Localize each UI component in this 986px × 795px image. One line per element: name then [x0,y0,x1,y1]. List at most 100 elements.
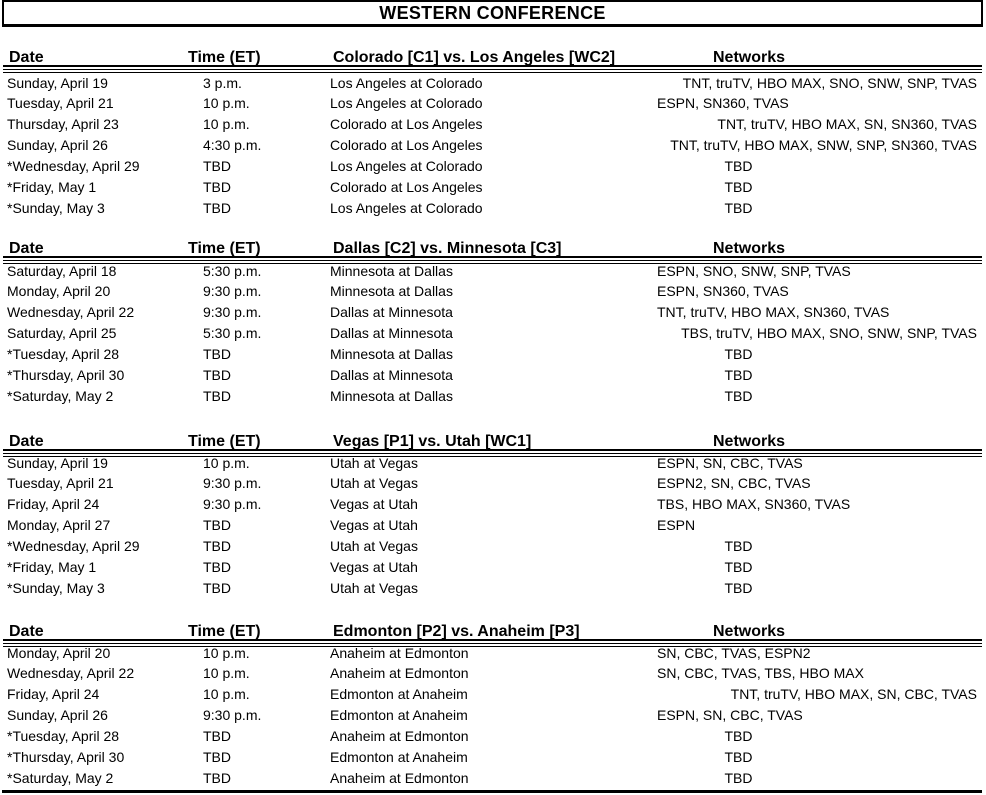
header-networks: Networks [712,623,786,640]
table-header-row: Date Time (ET) Dallas [C2] vs. Minnesota… [3,241,982,258]
game-time: 10 p.m. [203,95,250,112]
game-networks: TBD [724,387,753,404]
game-matchup: Utah at Vegas [330,454,418,471]
header-matchup: Dallas [C2] vs. Minnesota [C3] [333,240,562,257]
game-time: 9:30 p.m. [203,496,262,513]
game-networks: TBD [724,199,753,216]
game-date: Sunday, April 26 [7,137,108,154]
game-row: Friday, April 24 9:30 p.m. Vegas at Utah… [0,494,986,515]
table-rows: Monday, April 20 10 p.m. Anaheim at Edmo… [0,643,986,789]
game-row: Sunday, April 19 10 p.m. Utah at Vegas E… [0,453,986,474]
header-time: Time (ET) [188,240,261,257]
game-matchup: Los Angeles at Colorado [330,95,483,112]
game-time: TBD [203,748,231,765]
game-row: *Friday, May 1 TBD Vegas at Utah TBD [0,557,986,578]
header-networks: Networks [712,49,786,66]
game-date: Tuesday, April 21 [7,95,114,112]
game-date: Friday, April 24 [7,496,100,513]
game-row: *Sunday, May 3 TBD Los Angeles at Colora… [0,198,986,219]
game-networks: ESPN, SNO, SNW, SNP, TVAS [657,262,851,279]
game-time: TBD [203,387,231,404]
game-row: *Wednesday, April 29 TBD Utah at Vegas T… [0,536,986,557]
game-date: *Saturday, May 2 [7,769,114,786]
game-time: 10 p.m. [203,116,250,133]
game-time: 9:30 p.m. [203,283,262,300]
game-time: TBD [203,558,231,575]
game-networks: TNT, truTV, HBO MAX, SNO, SNW, SNP, TVAS [682,74,977,91]
header-date: Date [9,240,44,257]
game-time: 10 p.m. [203,454,250,471]
game-date: Saturday, April 18 [7,262,117,279]
table-rows: Sunday, April 19 10 p.m. Utah at Vegas E… [0,453,986,599]
game-date: Sunday, April 26 [7,707,108,724]
game-matchup: Vegas at Utah [330,558,418,575]
game-date: *Friday, May 1 [7,178,97,195]
game-networks: TBD [724,537,753,554]
header-time: Time (ET) [188,623,261,640]
game-row: *Sunday, May 3 TBD Utah at Vegas TBD [0,578,986,599]
game-matchup: Minnesota at Dallas [330,345,453,362]
game-networks: TNT, truTV, HBO MAX, SN, CBC, TVAS [730,686,977,703]
game-networks: SN, CBC, TVAS, ESPN2 [657,644,811,661]
header-double-rule [3,453,982,457]
game-date: Wednesday, April 22 [7,665,135,682]
game-networks: TBS, truTV, HBO MAX, SNO, SNW, SNP, TVAS [681,325,977,342]
game-time: 10 p.m. [203,686,250,703]
game-matchup: Dallas at Minnesota [330,304,453,321]
game-date: Monday, April 27 [7,517,111,534]
game-row: *Wednesday, April 29 TBD Los Angeles at … [0,156,986,177]
series-table: Date Time (ET) Vegas [P1] vs. Utah [WC1]… [0,434,986,596]
header-date: Date [9,623,44,640]
game-row: *Thursday, April 30 TBD Dallas at Minnes… [0,365,986,386]
game-networks: TBD [724,345,753,362]
game-time: TBD [203,366,231,383]
game-date: *Sunday, May 3 [7,199,105,216]
game-date: Monday, April 20 [7,283,111,300]
game-date: *Wednesday, April 29 [7,157,140,174]
game-row: Monday, April 20 10 p.m. Anaheim at Edmo… [0,643,986,664]
table-header-row: Date Time (ET) Vegas [P1] vs. Utah [WC1]… [3,434,982,451]
conference-title: WESTERN CONFERENCE [379,3,606,23]
game-time: 9:30 p.m. [203,475,262,492]
table-rows: Saturday, April 18 5:30 p.m. Minnesota a… [0,261,986,407]
series-table: Date Time (ET) Dallas [C2] vs. Minnesota… [0,241,986,404]
game-time: TBD [203,199,231,216]
game-time: TBD [203,769,231,786]
game-matchup: Vegas at Utah [330,496,418,513]
header-matchup: Vegas [P1] vs. Utah [WC1] [333,433,532,450]
game-time: TBD [203,579,231,596]
game-date: Tuesday, April 21 [7,475,114,492]
game-time: TBD [203,537,231,554]
game-networks: SN, CBC, TVAS, TBS, HBO MAX [657,665,864,682]
game-networks: ESPN, SN360, TVAS [657,95,789,112]
game-networks: ESPN, SN, CBC, TVAS [657,454,803,471]
game-networks: TBD [724,558,753,575]
conference-title-box: WESTERN CONFERENCE [2,0,983,27]
game-time: TBD [203,727,231,744]
game-date: *Friday, May 1 [7,558,97,575]
game-networks: TBS, HBO MAX, SN360, TVAS [657,496,851,513]
game-date: *Thursday, April 30 [7,748,125,765]
game-matchup: Vegas at Utah [330,517,418,534]
header-matchup: Colorado [C1] vs. Los Angeles [WC2] [333,49,616,66]
game-row: Wednesday, April 22 9:30 p.m. Dallas at … [0,302,986,323]
game-matchup: Dallas at Minnesota [330,366,453,383]
game-networks: TNT, truTV, HBO MAX, SN360, TVAS [657,304,890,321]
game-matchup: Edmonton at Anaheim [330,707,468,724]
game-matchup: Minnesota at Dallas [330,262,453,279]
game-networks: TBD [724,769,753,786]
game-matchup: Utah at Vegas [330,537,418,554]
game-date: *Tuesday, April 28 [7,727,120,744]
game-row: *Tuesday, April 28 TBD Minnesota at Dall… [0,344,986,365]
game-row: Monday, April 20 9:30 p.m. Minnesota at … [0,281,986,302]
game-time: 9:30 p.m. [203,304,262,321]
series-table: Date Time (ET) Colorado [C1] vs. Los Ang… [0,50,986,216]
game-row: Sunday, April 26 9:30 p.m. Edmonton at A… [0,705,986,726]
game-matchup: Los Angeles at Colorado [330,199,483,216]
game-matchup: Anaheim at Edmonton [330,644,469,661]
game-matchup: Edmonton at Anaheim [330,686,468,703]
bottom-rule [2,790,982,793]
table-header-row: Date Time (ET) Colorado [C1] vs. Los Ang… [3,50,982,67]
header-networks: Networks [712,240,786,257]
game-matchup: Colorado at Los Angeles [330,137,483,154]
